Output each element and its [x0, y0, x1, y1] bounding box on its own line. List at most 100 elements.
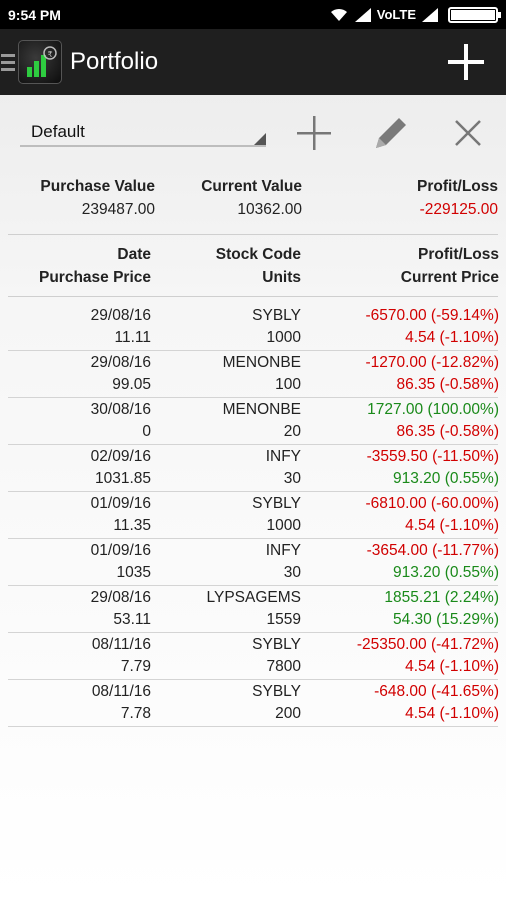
- battery-level: [451, 9, 495, 20]
- add-portfolio-button[interactable]: [436, 32, 496, 92]
- table-row[interactable]: 02/09/16 1031.85 INFY 30 -3559.50 (-11.5…: [0, 445, 506, 492]
- divider: [8, 296, 498, 297]
- wifi-icon: [330, 8, 347, 21]
- row-stock-code: SYBLY: [252, 636, 301, 653]
- network-type: VoLTE: [376, 7, 416, 22]
- current-value-label: Current Value: [201, 178, 302, 195]
- table-row[interactable]: 29/08/16 53.11 LYPSAGEMS 1559 1855.21 (2…: [0, 586, 506, 633]
- col-units-header: Units: [262, 269, 301, 286]
- row-date: 01/09/16: [90, 542, 151, 559]
- row-units: 1559: [266, 611, 301, 628]
- row-current-price: 86.35 (-0.58%): [396, 376, 499, 393]
- row-date: 30/08/16: [90, 401, 151, 418]
- add-stock-button[interactable]: [292, 111, 336, 155]
- holdings-list: 29/08/16 11.11 SYBLY 1000 -6570.00 (-59.…: [0, 304, 506, 727]
- portfolio-selected-label: Default: [31, 122, 85, 141]
- profit-loss-value: -229125.00: [419, 201, 498, 218]
- row-divider: [8, 585, 498, 586]
- row-purchase-price: 1035: [116, 564, 151, 581]
- row-stock-code: SYBLY: [252, 683, 301, 700]
- app-logo-icon[interactable]: ₹: [18, 40, 62, 84]
- row-profit-loss: -6810.00 (-60.00%): [365, 495, 499, 512]
- table-row[interactable]: 08/11/16 7.79 SYBLY 7800 -25350.00 (-41.…: [0, 633, 506, 680]
- current-value: 10362.00: [237, 201, 302, 218]
- row-current-price: 913.20 (0.55%): [393, 564, 499, 581]
- portfolio-toolbar: Default: [0, 95, 506, 159]
- row-divider: [8, 491, 498, 492]
- close-icon: [455, 120, 481, 146]
- delete-portfolio-button[interactable]: [446, 111, 490, 155]
- row-divider: [8, 397, 498, 398]
- row-profit-loss: -25350.00 (-41.72%): [356, 636, 499, 653]
- dropdown-arrow-icon: [254, 133, 266, 145]
- row-current-price: 54.30 (15.29%): [393, 611, 499, 628]
- signal-icon: [354, 7, 371, 22]
- col-profit-loss-header: Profit/Loss: [418, 246, 499, 263]
- row-stock-code: SYBLY: [252, 495, 301, 512]
- row-purchase-price: 11.11: [114, 329, 152, 346]
- row-profit-loss: -6570.00 (-59.14%): [365, 307, 499, 324]
- plus-icon: [297, 116, 331, 150]
- row-date: 08/11/16: [91, 636, 151, 653]
- row-stock-code: MENONBE: [222, 401, 301, 418]
- pencil-icon: [376, 118, 406, 148]
- row-stock-code: MENONBE: [222, 354, 301, 371]
- portfolio-summary: Purchase Value 239487.00 Current Value 1…: [0, 170, 506, 230]
- profit-loss-label: Profit/Loss: [417, 178, 498, 195]
- table-row[interactable]: 29/08/16 11.11 SYBLY 1000 -6570.00 (-59.…: [0, 304, 506, 351]
- row-purchase-price: 11.35: [113, 517, 151, 534]
- row-profit-loss: 1855.21 (2.24%): [384, 589, 499, 606]
- row-units: 200: [275, 705, 301, 722]
- row-divider: [8, 350, 498, 351]
- row-current-price: 4.54 (-1.10%): [405, 658, 499, 675]
- col-date-header: Date: [117, 246, 151, 263]
- hamburger-icon[interactable]: [1, 53, 15, 71]
- table-row[interactable]: 30/08/16 0 MENONBE 20 1727.00 (100.00%) …: [0, 398, 506, 445]
- battery-icon: [448, 6, 501, 23]
- row-current-price: 4.54 (-1.10%): [405, 705, 499, 722]
- col-stock-code-header: Stock Code: [215, 246, 301, 263]
- table-row[interactable]: 01/09/16 1035 INFY 30 -3654.00 (-11.77%)…: [0, 539, 506, 586]
- row-units: 20: [283, 423, 301, 440]
- row-current-price: 4.54 (-1.10%): [405, 329, 499, 346]
- row-date: 01/09/16: [90, 495, 151, 512]
- row-date: 02/09/16: [90, 448, 151, 465]
- portfolio-selector[interactable]: Default: [20, 119, 266, 147]
- signal-icon-2: [422, 7, 438, 22]
- row-purchase-price: 1031.85: [94, 470, 151, 487]
- row-divider: [8, 679, 498, 680]
- status-bar: 9:54 PM VoLTE: [0, 0, 506, 29]
- edit-portfolio-button[interactable]: [369, 111, 413, 155]
- col-purchase-price-header: Purchase Price: [38, 269, 151, 286]
- row-units: 30: [283, 564, 301, 581]
- table-row[interactable]: 01/09/16 11.35 SYBLY 1000 -6810.00 (-60.…: [0, 492, 506, 539]
- purchase-value: 239487.00: [81, 201, 155, 218]
- table-row[interactable]: 08/11/16 7.78 SYBLY 200 -648.00 (-41.65%…: [0, 680, 506, 727]
- row-units: 30: [283, 470, 301, 487]
- row-purchase-price: 99.05: [112, 376, 151, 393]
- row-date: 29/08/16: [90, 354, 151, 371]
- column-headers: Date Purchase Price Stock Code Units Pro…: [0, 240, 506, 300]
- purchase-value-label: Purchase Value: [40, 178, 155, 195]
- action-bar: ₹ Portfolio: [0, 29, 506, 95]
- row-units: 1000: [266, 517, 301, 534]
- page-title: Portfolio: [70, 48, 159, 75]
- row-stock-code: INFY: [265, 448, 301, 465]
- row-profit-loss: -648.00 (-41.65%): [374, 683, 499, 700]
- svg-text:₹: ₹: [47, 50, 52, 59]
- col-current-price-header: Current Price: [400, 269, 499, 286]
- row-purchase-price: 0: [142, 423, 151, 440]
- row-profit-loss: 1727.00 (100.00%): [367, 401, 499, 418]
- row-stock-code: LYPSAGEMS: [206, 589, 301, 606]
- row-stock-code: INFY: [265, 542, 301, 559]
- row-date: 08/11/16: [91, 683, 151, 700]
- row-date: 29/08/16: [90, 589, 151, 606]
- row-purchase-price: 7.79: [120, 658, 151, 675]
- row-units: 7800: [266, 658, 301, 675]
- row-units: 1000: [266, 329, 301, 346]
- table-row[interactable]: 29/08/16 99.05 MENONBE 100 -1270.00 (-12…: [0, 351, 506, 398]
- plus-icon: [448, 44, 484, 80]
- row-stock-code: SYBLY: [252, 307, 301, 324]
- row-purchase-price: 7.78: [120, 705, 151, 722]
- row-date: 29/08/16: [90, 307, 151, 324]
